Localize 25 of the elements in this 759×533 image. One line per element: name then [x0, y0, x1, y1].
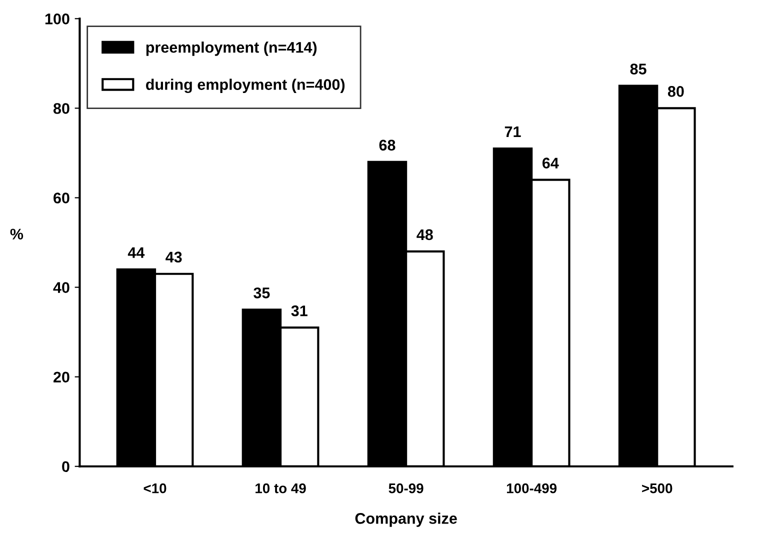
y-tick-label: 20: [54, 372, 70, 383]
legend-label: during employment (n=400): [146, 78, 345, 94]
legend-label: preemployment (n=414): [146, 42, 317, 56]
data-label: 85: [630, 64, 646, 74]
data-label: 71: [504, 126, 521, 137]
x-tick-label: <10: [144, 483, 166, 494]
x-tick-label: 50-99: [388, 483, 424, 494]
data-label: 31: [291, 305, 308, 316]
y-tick-label: 40: [53, 282, 70, 293]
data-label: 44: [128, 247, 145, 258]
data-label: 68: [379, 140, 396, 151]
y-tick-label: 60: [54, 192, 70, 204]
data-label: 35: [254, 288, 270, 298]
x-tick-label: 10 to 49: [256, 483, 306, 494]
y-tick-label: 0: [62, 461, 70, 472]
data-label: 43: [166, 252, 182, 263]
data-label: 80: [668, 86, 684, 97]
x-tick-label: >500: [642, 483, 672, 494]
data-label: 64: [542, 158, 559, 168]
y-tick-label: 80: [53, 103, 70, 114]
x-tick-label: 100-499: [506, 483, 557, 494]
x-axis-title: Company size: [355, 512, 457, 527]
y-axis-title: %: [10, 228, 24, 240]
data-label: 48: [416, 229, 433, 240]
y-tick-label: 100: [45, 14, 70, 24]
